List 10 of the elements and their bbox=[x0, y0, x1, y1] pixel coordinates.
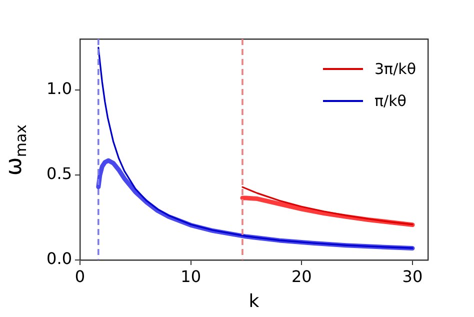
y-tick-label: 1.0 bbox=[46, 79, 72, 98]
legend-label: π/kθ bbox=[374, 92, 406, 110]
legend-label: 3π/kθ bbox=[374, 60, 416, 78]
x-tick-label: 10 bbox=[180, 266, 202, 286]
x-tick-label: 0 bbox=[74, 266, 86, 286]
y-tick-label: 0.0 bbox=[46, 249, 72, 268]
x-tick-label: 30 bbox=[402, 266, 423, 286]
y-tick-label: 0.5 bbox=[46, 164, 72, 184]
x-tick-label: 20 bbox=[291, 266, 312, 286]
x-axis-title: k bbox=[248, 290, 260, 312]
